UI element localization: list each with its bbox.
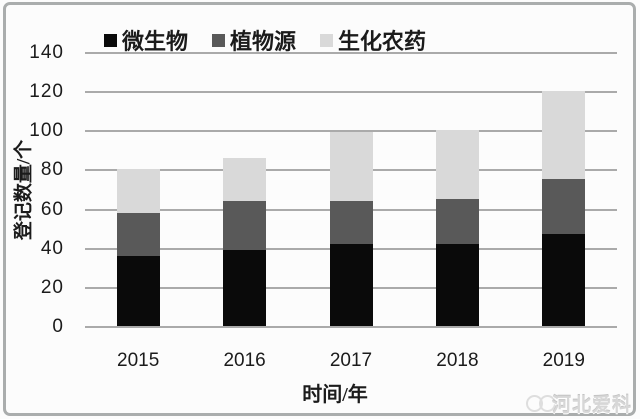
bar-2019 [542,91,586,326]
legend: 微生物 植物源 生化农药 [104,24,426,56]
x-tick-label-2019: 2019 [542,350,585,371]
bar-2015 [116,169,160,326]
bar-segment-2015-生化农药 [116,169,160,213]
bar-segment-2019-植物源 [542,179,586,235]
plot-area [85,52,617,328]
y-axis-title: 登记数量/个 [13,139,35,241]
legend-item-microbial: 微生物 [104,24,188,56]
gridline-0 [85,326,617,328]
y-tick-label-120: 120 [29,81,64,103]
legend-label-microbial: 微生物 [122,29,189,54]
y-tick-label-100: 100 [29,120,64,142]
bar-segment-2015-微生物 [116,255,160,326]
legend-swatch-biochemical [320,33,334,47]
bar-segment-2018-植物源 [435,198,479,244]
watermark: 河北爱科 [525,390,632,417]
bar-segment-2019-生化农药 [542,91,586,180]
x-tick-label-2018: 2018 [436,350,479,371]
y-tick-label-20: 20 [40,276,64,298]
legend-swatch-microbial [104,33,117,47]
bar-segment-2016-植物源 [223,200,267,250]
x-tick-label-2017: 2017 [329,350,373,371]
legend-item-botanical: 植物源 [212,24,296,56]
x-tick-label-2015: 2015 [117,350,160,371]
y-tick-label-60: 60 [40,198,64,220]
y-tick-label-80: 80 [40,159,64,181]
bar-2018 [435,130,479,326]
bar-segment-2017-植物源 [329,200,373,244]
watermark-logo-icon [538,395,556,412]
bar-2017 [329,132,373,326]
gridline-120 [85,91,617,94]
watermark-text: 河北爱科 [551,395,632,416]
legend-item-biochemical: 生化农药 [320,24,426,56]
bar-segment-2017-生化农药 [329,132,373,201]
y-tick-label-40: 40 [40,237,64,259]
y-tick-label-140: 140 [29,42,64,63]
bar-segment-2016-微生物 [223,249,267,326]
legend-label-biochemical: 生化农药 [338,29,427,54]
bar-segment-2015-植物源 [116,212,160,256]
bar-segment-2016-生化农药 [223,157,267,201]
legend-label-botanical: 植物源 [230,29,297,54]
x-tick-label-2016: 2016 [223,350,266,371]
gridline-140 [85,52,617,54]
bar-segment-2017-微生物 [329,243,373,326]
x-axis-title: 时间/年 [302,384,368,406]
legend-swatch-botanical [212,33,226,47]
bar-segment-2018-微生物 [435,243,479,326]
bar-segment-2019-微生物 [542,234,586,326]
bar-2016 [223,157,267,326]
bar-segment-2018-生化农药 [435,130,479,199]
gridline-100 [85,130,617,133]
y-tick-label-0: 0 [52,316,64,337]
